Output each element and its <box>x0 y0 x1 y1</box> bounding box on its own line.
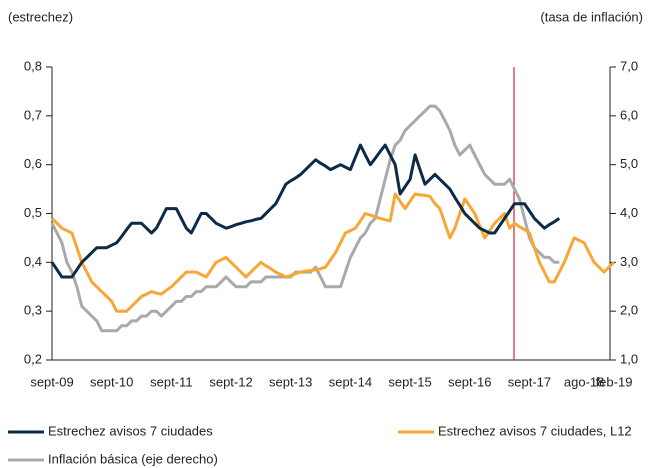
y-axis-label: (estrechez) <box>8 9 73 24</box>
y2-tick-label: 7,0 <box>620 58 638 73</box>
x-tick-label: sept-11 <box>150 374 192 389</box>
x-tick-label: sept-13 <box>269 374 312 389</box>
y2-tick-label: 4,0 <box>620 205 638 220</box>
y-tick-label: 0,6 <box>24 156 42 171</box>
y-tick-label: 0,4 <box>24 254 42 269</box>
series-line <box>50 143 561 279</box>
y2-axis-label: (tasa de inflación) <box>540 9 643 24</box>
x-tick-label: sept-14 <box>329 374 372 389</box>
x-tick-label: sept-15 <box>388 374 431 389</box>
x-tick-label: feb-19 <box>596 374 633 389</box>
y2-tick-label: 6,0 <box>620 107 638 122</box>
legend-label: Estrechez avisos 7 ciudades, L12 <box>438 423 632 438</box>
y2-tick-label: 3,0 <box>620 254 638 269</box>
x-tick-label: sept-16 <box>448 374 491 389</box>
y-tick-label: 0,3 <box>24 303 42 318</box>
legend-label: Estrechez avisos 7 ciudades <box>48 423 213 438</box>
y2-tick-label: 1,0 <box>620 351 638 366</box>
y2-tick-label: 5,0 <box>620 156 638 171</box>
y-tick-label: 0,7 <box>24 107 42 122</box>
legend-label: Inflación básica (eje derecho) <box>48 451 218 466</box>
x-tick-label: sept-12 <box>209 374 252 389</box>
series-line <box>50 104 560 333</box>
x-tick-label: ago-18 <box>564 374 604 389</box>
y-tick-label: 0,5 <box>24 205 42 220</box>
y-tick-label: 0,2 <box>24 351 42 366</box>
y-tick-label: 0,8 <box>24 58 42 73</box>
series-line <box>50 192 616 313</box>
x-tick-label: sept-17 <box>508 374 551 389</box>
x-tick-label: sept-09 <box>30 374 73 389</box>
x-tick-label: sept-10 <box>90 374 133 389</box>
y2-tick-label: 2,0 <box>620 303 638 318</box>
